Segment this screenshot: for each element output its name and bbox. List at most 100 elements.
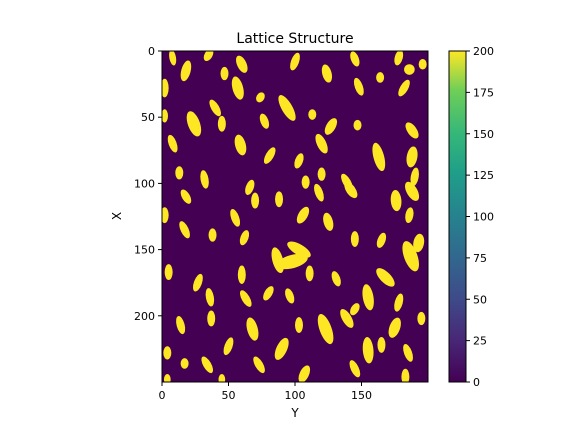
heatmap-blob [251, 192, 260, 209]
heatmap-blob [321, 64, 333, 83]
heatmap-blob [278, 95, 296, 121]
heatmap-blob [305, 265, 314, 282]
heatmap-blob [193, 273, 203, 292]
heatmap-blob [169, 51, 177, 66]
heatmap-blob [353, 77, 364, 96]
heatmap-blob [324, 118, 338, 135]
y-axis-label: X [110, 212, 124, 220]
heatmap-blob [362, 337, 374, 364]
heatmap-blob [403, 344, 413, 362]
heatmap-blob [294, 153, 304, 169]
heatmap-cells [162, 51, 427, 382]
heatmap-blob [405, 122, 419, 139]
heatmap-blob [353, 119, 362, 131]
heatmap-blob [179, 221, 190, 239]
heatmap-blob [398, 79, 410, 97]
colorbar-tick-label: 125 [473, 169, 494, 182]
heatmap-blob [344, 181, 358, 199]
colorbar-tick-label: 175 [473, 86, 494, 99]
heatmap-blob [372, 142, 386, 172]
colorbar-tick-label: 25 [473, 335, 487, 348]
heatmap-blob [295, 317, 303, 334]
heatmap-blob [164, 264, 173, 281]
heatmap-blob [230, 209, 241, 227]
heatmap-blob [350, 51, 360, 67]
heatmap-blob [405, 207, 414, 224]
heatmap-blob [287, 241, 311, 258]
heatmap-blob [276, 253, 308, 270]
heatmap-blob [418, 58, 427, 70]
y-axis: 0 50 100 150 200 [134, 45, 162, 323]
heatmap-blob [209, 99, 221, 117]
heatmap-blob [317, 313, 334, 345]
heatmap-blob [314, 183, 324, 202]
heatmap-blob [301, 175, 310, 189]
heatmap-blob [253, 356, 265, 374]
heatmap-blob [401, 368, 410, 382]
heatmap-blob [218, 374, 226, 382]
heatmap-background [162, 51, 428, 382]
heatmap-blob [331, 271, 341, 287]
heatmap-blob [180, 60, 192, 82]
heatmap-blob [315, 133, 328, 154]
heatmap-blob [394, 293, 404, 312]
heatmap-blob [308, 109, 317, 120]
heatmap-blob [285, 288, 295, 304]
x-tick-label: 0 [159, 389, 166, 402]
colorbar [448, 50, 467, 383]
heatmap-blob [413, 233, 425, 253]
heatmap-blob [208, 228, 217, 242]
heatmap-blob [162, 78, 169, 98]
heatmap-blob [236, 55, 248, 73]
heatmap-blob [340, 308, 354, 328]
colorbar-tick-label: 50 [473, 293, 487, 306]
heatmap-blob [237, 265, 246, 285]
heatmap-blob [296, 206, 310, 224]
heatmap-blob [263, 286, 274, 301]
heatmap-blob [245, 179, 255, 195]
heatmap-blob [317, 167, 326, 181]
heatmap-blob [246, 317, 259, 341]
heatmap-blob [405, 181, 420, 201]
heatmap-blob [176, 316, 186, 335]
colorbar-tick-label: 200 [473, 45, 494, 58]
heatmap-blob [298, 365, 311, 382]
heatmap-blob [203, 51, 214, 62]
heatmap-blob [162, 109, 168, 123]
heatmap-blob [274, 337, 289, 360]
x-tick-label: 50 [222, 389, 236, 402]
heatmap-blob [201, 356, 214, 374]
heatmap-blob [376, 232, 387, 248]
heatmap-blob [240, 290, 252, 307]
heatmap-blob [275, 191, 284, 208]
heatmap-blob [234, 134, 247, 156]
heatmap-blob [350, 303, 360, 316]
heatmap-blob [263, 147, 276, 164]
colorbar-tick-label: 100 [473, 211, 494, 224]
heatmap-blob [404, 64, 415, 75]
heatmap-blob [162, 207, 169, 224]
x-axis-label: Y [290, 406, 299, 420]
heatmap-blob [259, 113, 270, 129]
heatmap-blob [239, 230, 250, 246]
heatmap-blob [175, 166, 184, 180]
colorbar-tick-label: 150 [473, 128, 494, 141]
heatmap-blob [394, 51, 404, 66]
heatmap-blob [163, 346, 172, 360]
heatmap-blob [217, 115, 226, 132]
heatmap-blob [200, 170, 209, 189]
heatmap-blob [388, 317, 401, 338]
heatmap-blob [410, 167, 419, 186]
colorbar-tick-label: 0 [473, 376, 480, 389]
x-tick-label: 100 [285, 389, 306, 402]
heatmap-blob [402, 241, 419, 272]
heatmap-blob [167, 134, 178, 153]
chart-title: Lattice Structure [236, 31, 353, 47]
heatmap-blob [180, 189, 192, 204]
heatmap-blob [290, 52, 300, 71]
heatmap-blob [417, 311, 426, 326]
y-tick-label: 200 [134, 310, 155, 323]
heatmap-blob [349, 360, 361, 378]
heatmap-blob [186, 111, 202, 137]
